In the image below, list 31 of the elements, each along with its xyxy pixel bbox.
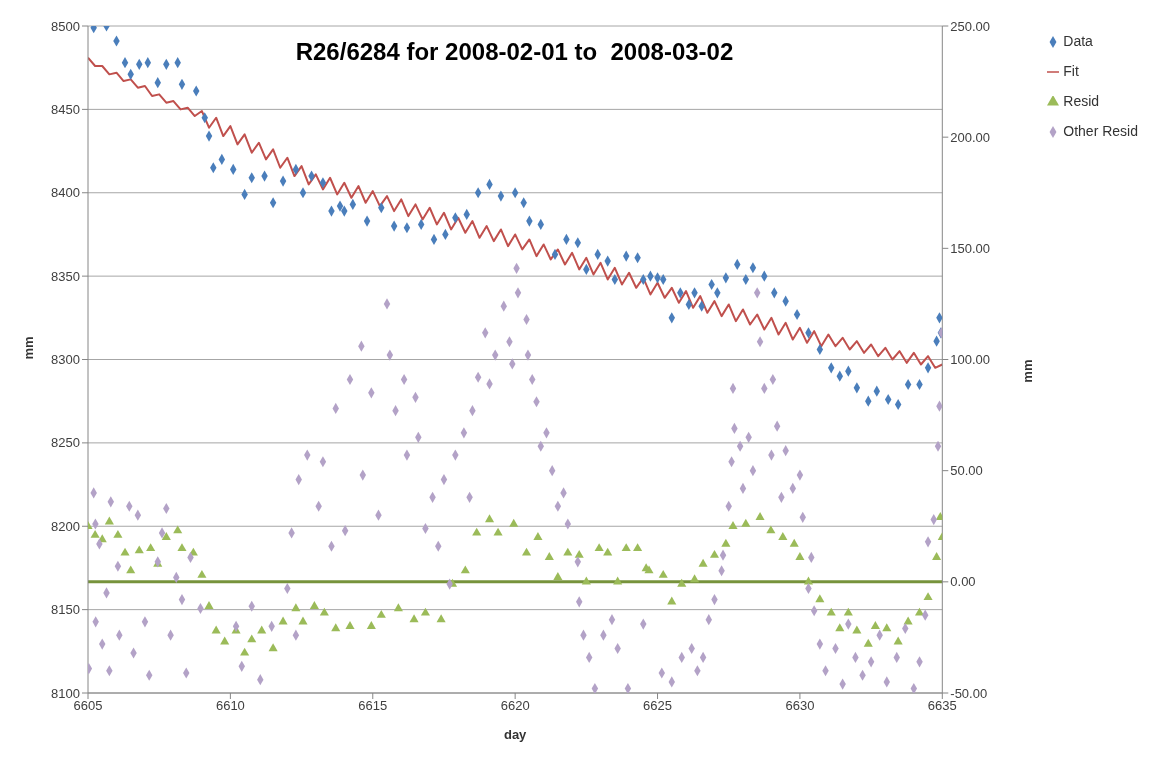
y-tick-label: 8300: [51, 352, 80, 368]
y-axis-title: mm: [20, 336, 36, 360]
y-tick-label: 8350: [51, 268, 80, 284]
y-tick-label: 8100: [51, 685, 80, 701]
legend-label: Fit: [1063, 63, 1079, 79]
legend-label: Other Resid: [1063, 123, 1138, 139]
x-tick-label: 6610: [215, 698, 245, 714]
x-tick-label: 6605: [73, 698, 103, 714]
x-axis-title: day: [503, 727, 528, 742]
y-tick-label: 8150: [51, 602, 80, 618]
y2-axis-title: mm: [1019, 359, 1035, 383]
y2-tick-label: -50.00: [950, 685, 988, 701]
x-tick-label: 6620: [500, 698, 530, 714]
legend-label: Resid: [1063, 93, 1100, 109]
y2-tick-label: 100.00: [950, 352, 991, 368]
y2-tick-label: 0.00: [950, 574, 976, 590]
y-tick-label: 8250: [51, 435, 80, 451]
text: R26/6284 for 2008-02-01 to 2008-03-02: [294, 38, 735, 66]
y2-tick-label: 200.00: [950, 129, 991, 145]
y2-tick-label: 50.00: [950, 463, 983, 479]
y-tick-label: 8500: [51, 18, 80, 34]
x-tick-label: 6635: [927, 698, 957, 714]
legend-label: Data: [1063, 33, 1093, 49]
x-tick-label: 6615: [358, 698, 388, 714]
y-tick-label: 8400: [51, 185, 80, 201]
y-tick-label: 8450: [51, 101, 80, 117]
y2-tick-label: 150.00: [950, 240, 991, 256]
y-tick-label: 8200: [51, 518, 80, 534]
x-tick-label: 6630: [785, 698, 815, 714]
y2-tick-label: 250.00: [950, 18, 991, 34]
x-tick-label: 6625: [643, 698, 672, 714]
